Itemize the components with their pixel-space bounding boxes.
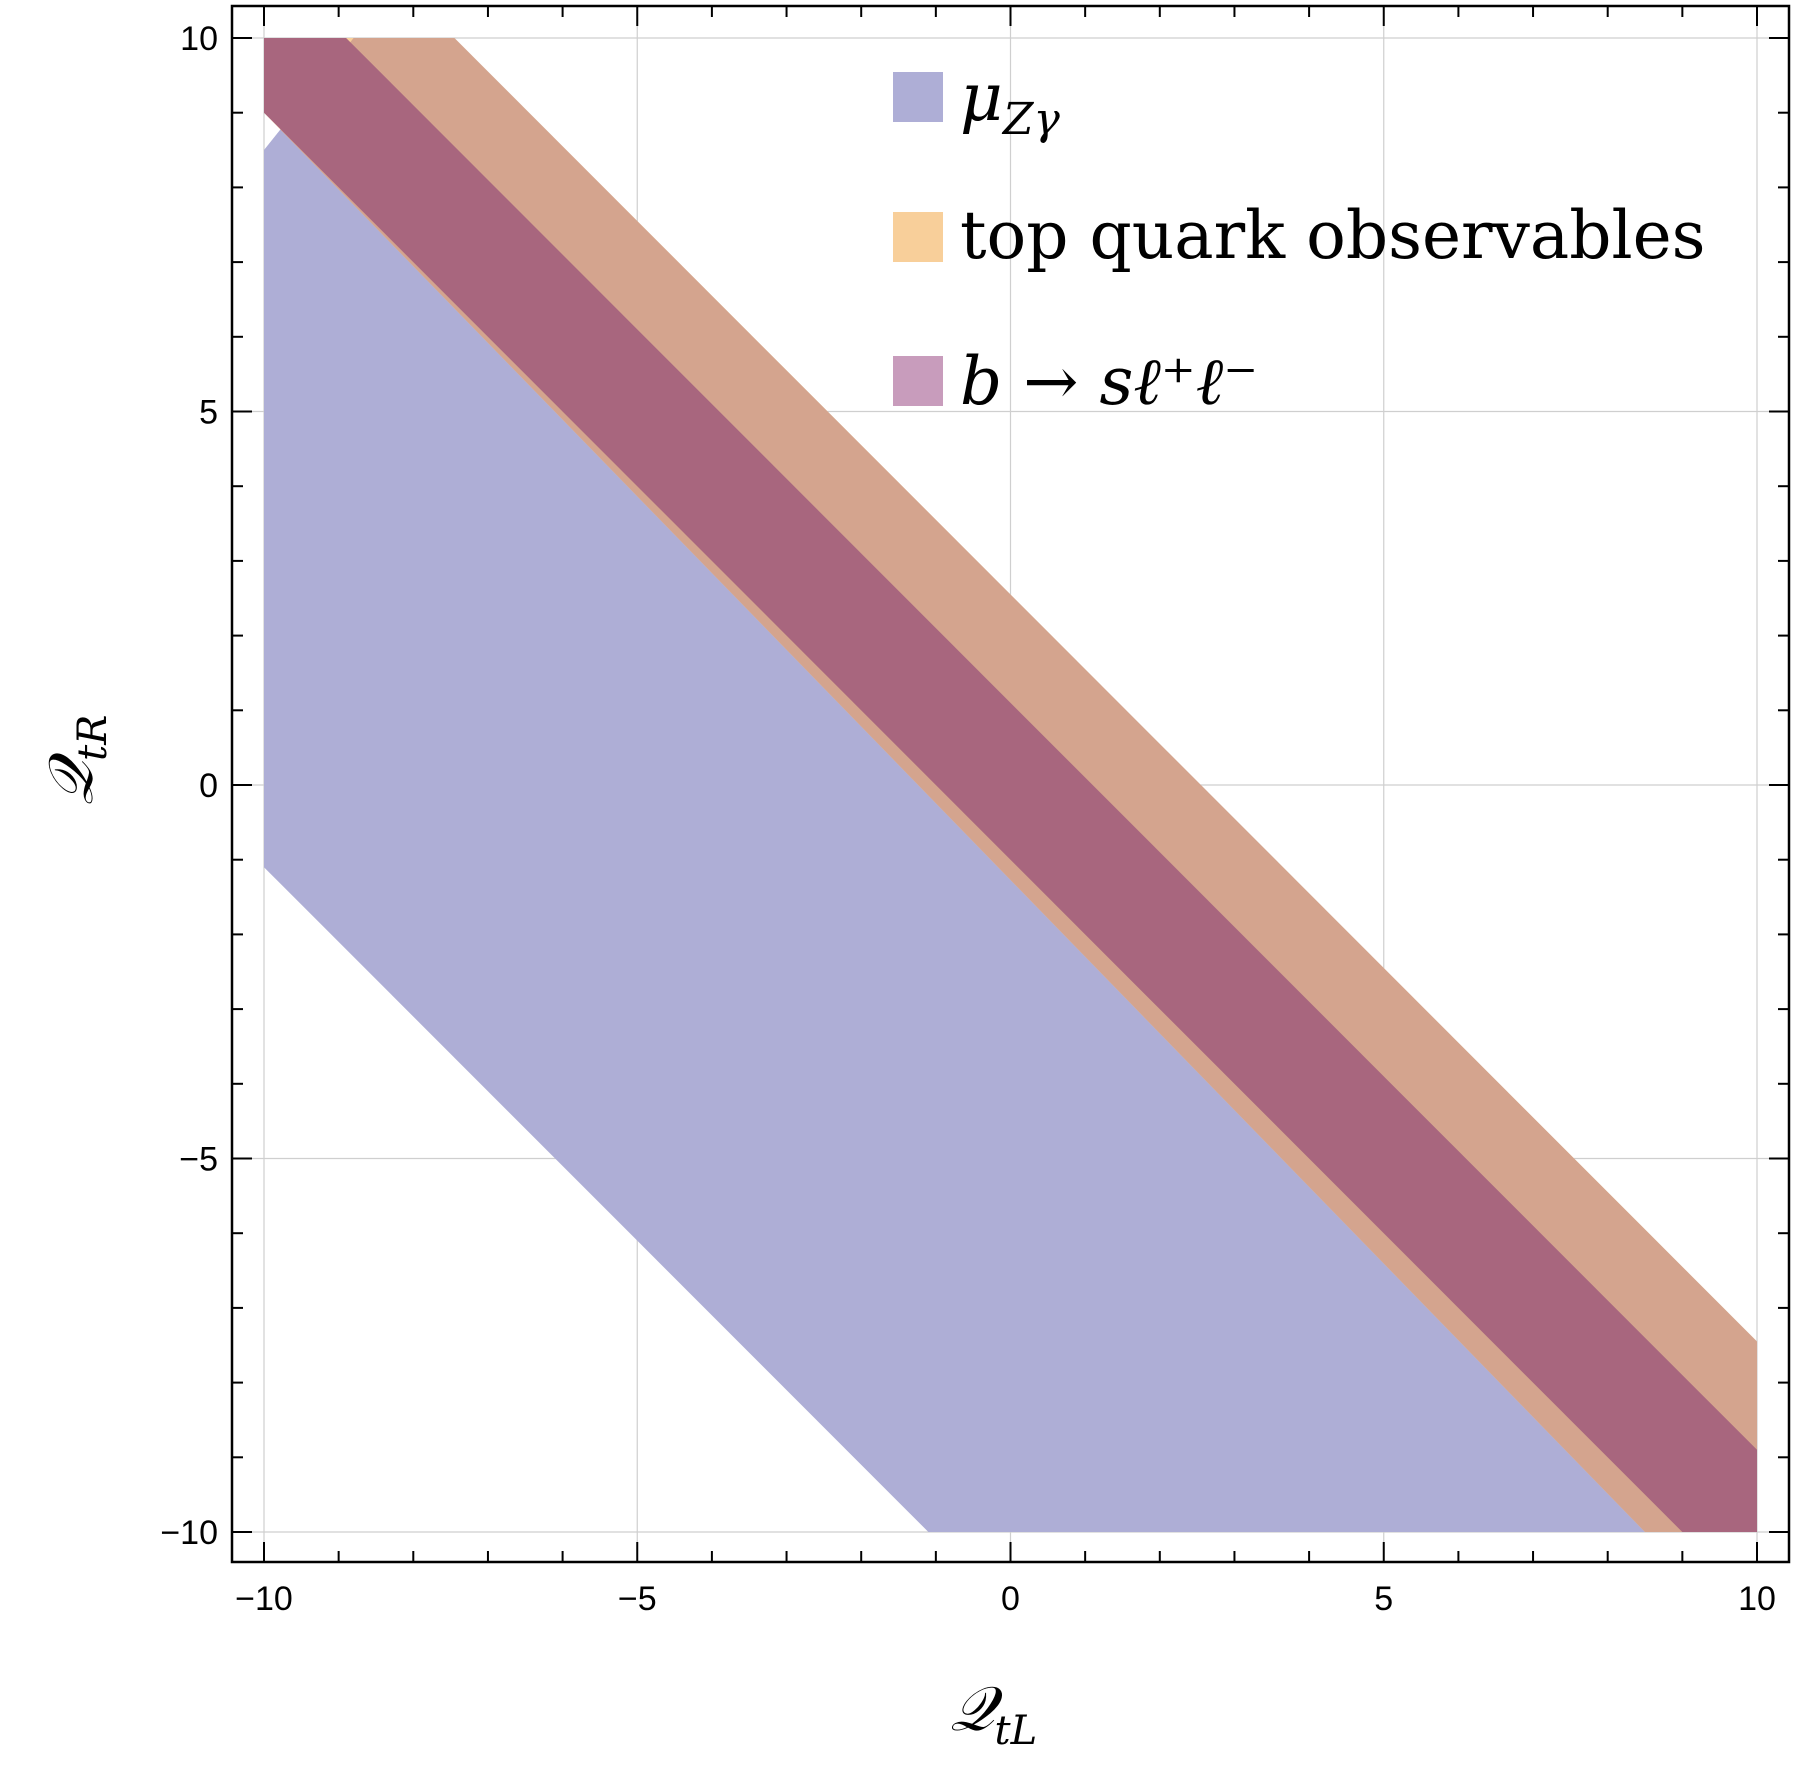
- region-b-to-sll: [264, 38, 1757, 1532]
- regions: [264, 38, 1757, 1532]
- legend-label-muZgamma: μZγ: [960, 59, 1060, 145]
- y-tick-label-3: 5: [199, 394, 218, 432]
- x-axis-label: 𝒬tL: [950, 1672, 1037, 1754]
- legend: μZγ top quark observables b → sℓ⁺ℓ⁻: [893, 59, 1706, 420]
- legend-label-b-to-sll: b → sℓ⁺ℓ⁻: [960, 343, 1258, 420]
- legend-swatch-top-quark: [893, 212, 943, 262]
- x-tick-label-0: −10: [235, 1580, 293, 1618]
- x-tick-label-3: 5: [1374, 1580, 1393, 1618]
- y-axis-label-sub: tR: [70, 715, 116, 761]
- y-axis-label: 𝒬tR: [34, 715, 116, 806]
- x-tick-label-4: 10: [1738, 1580, 1776, 1618]
- legend-swatch-b-to-sll: [893, 356, 943, 406]
- legend-swatch-muZgamma: [893, 72, 943, 122]
- y-tick-label-1: −5: [179, 1141, 218, 1179]
- y-tick-label-2: 0: [199, 767, 218, 805]
- y-tick-label-0: −10: [160, 1514, 218, 1552]
- tick-labels: −10 −5 0 5 10 −10 −5 0 5 10: [160, 20, 1776, 1618]
- legend-label-muZgamma-sub: Zγ: [1001, 94, 1061, 145]
- x-tick-label-2: 0: [1001, 1580, 1020, 1618]
- y-tick-label-4: 10: [180, 20, 218, 58]
- legend-label-top-quark: top quark observables: [960, 197, 1706, 274]
- tick-marks: [232, 6, 1789, 1562]
- x-axis-label-main: 𝒬: [950, 1672, 1003, 1745]
- x-tick-label-1: −5: [618, 1580, 657, 1618]
- x-axis-label-sub: tL: [995, 1708, 1038, 1754]
- legend-label-muZgamma-main: μ: [960, 59, 1003, 136]
- y-axis-label-main: 𝒬: [34, 752, 107, 805]
